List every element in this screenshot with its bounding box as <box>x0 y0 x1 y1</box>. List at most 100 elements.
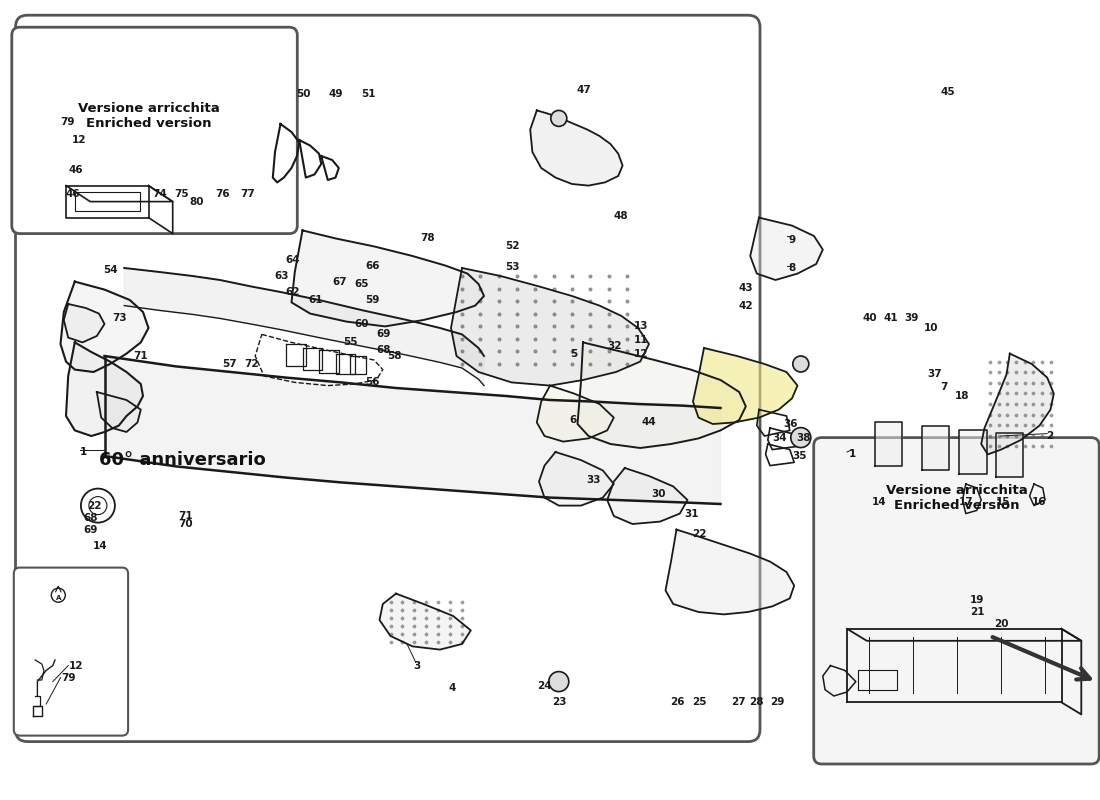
Text: 55: 55 <box>343 337 358 346</box>
Text: 17: 17 <box>959 498 974 507</box>
Text: 49: 49 <box>329 90 343 99</box>
Polygon shape <box>66 342 143 436</box>
Text: 71: 71 <box>133 351 147 361</box>
Text: 71: 71 <box>178 511 192 521</box>
Text: 60° anniversario: 60° anniversario <box>99 451 266 469</box>
Text: 13: 13 <box>634 322 648 331</box>
Text: 64: 64 <box>285 255 299 265</box>
Text: 43: 43 <box>738 283 752 293</box>
Text: 22: 22 <box>692 530 706 539</box>
Text: 27: 27 <box>732 698 746 707</box>
Polygon shape <box>64 304 104 342</box>
Text: 77: 77 <box>240 189 254 198</box>
Polygon shape <box>874 422 902 466</box>
Text: 20: 20 <box>994 619 1009 629</box>
Text: A: A <box>56 594 60 601</box>
Polygon shape <box>922 426 949 470</box>
Text: 54: 54 <box>103 265 118 274</box>
Polygon shape <box>539 452 614 506</box>
Polygon shape <box>607 468 688 524</box>
Text: 70: 70 <box>178 519 192 529</box>
Text: 62: 62 <box>285 287 299 297</box>
Polygon shape <box>666 530 794 614</box>
Text: 23: 23 <box>552 698 567 707</box>
Text: 8: 8 <box>789 263 796 273</box>
Circle shape <box>793 356 808 372</box>
Text: 22: 22 <box>87 502 101 511</box>
Text: 29: 29 <box>770 698 784 707</box>
Text: 51: 51 <box>361 90 375 99</box>
Text: 25: 25 <box>692 698 706 707</box>
Text: 7: 7 <box>940 382 948 392</box>
Polygon shape <box>60 282 148 372</box>
Text: 69: 69 <box>84 526 98 535</box>
Circle shape <box>52 588 65 602</box>
Text: 6: 6 <box>570 415 578 425</box>
Text: 38: 38 <box>796 434 811 443</box>
Polygon shape <box>959 430 987 474</box>
Text: 44: 44 <box>641 418 656 427</box>
Text: 66: 66 <box>365 261 380 270</box>
Text: 58: 58 <box>387 351 402 361</box>
Text: 46: 46 <box>66 189 80 198</box>
Circle shape <box>551 110 566 126</box>
Text: la passion for life: la passion for life <box>129 325 707 603</box>
Text: 24: 24 <box>537 682 551 691</box>
Text: 61: 61 <box>308 295 322 305</box>
Text: 46: 46 <box>68 165 82 174</box>
Polygon shape <box>292 230 484 326</box>
Text: 63: 63 <box>274 271 288 281</box>
Text: 19: 19 <box>970 595 985 605</box>
Polygon shape <box>97 392 141 432</box>
Text: 5: 5 <box>570 349 578 358</box>
Text: 50: 50 <box>296 90 310 99</box>
Text: 12: 12 <box>69 661 84 670</box>
Text: 72: 72 <box>244 359 258 369</box>
Text: 35: 35 <box>792 451 806 461</box>
Text: 1: 1 <box>80 447 88 457</box>
Polygon shape <box>693 348 798 424</box>
Text: 60: 60 <box>354 319 368 329</box>
Text: 48: 48 <box>614 211 628 221</box>
Circle shape <box>549 672 569 691</box>
Text: 4: 4 <box>449 683 456 693</box>
Text: 2: 2 <box>1046 431 1054 441</box>
Polygon shape <box>451 268 649 386</box>
Text: 57: 57 <box>222 359 236 369</box>
Text: 14: 14 <box>872 498 887 507</box>
Text: 65: 65 <box>354 279 368 289</box>
Text: 79: 79 <box>62 673 76 682</box>
Polygon shape <box>379 594 471 650</box>
Text: 68: 68 <box>376 345 390 354</box>
Text: 1: 1 <box>849 450 857 459</box>
Text: 11: 11 <box>634 335 648 345</box>
Text: 78: 78 <box>420 234 434 243</box>
Text: 75: 75 <box>174 189 188 198</box>
FancyBboxPatch shape <box>15 15 760 742</box>
Text: 18: 18 <box>955 391 969 401</box>
Text: 79: 79 <box>60 117 75 126</box>
Text: 53: 53 <box>505 262 519 272</box>
Text: 40: 40 <box>862 314 877 323</box>
Polygon shape <box>104 356 721 504</box>
Polygon shape <box>578 342 746 448</box>
Text: 9: 9 <box>789 235 795 245</box>
Text: 15: 15 <box>996 498 1010 507</box>
Text: 80: 80 <box>189 197 204 206</box>
Text: 56: 56 <box>365 378 380 387</box>
Text: 10: 10 <box>924 323 938 333</box>
Text: 34: 34 <box>772 434 786 443</box>
Text: 59: 59 <box>365 295 380 305</box>
Text: 32: 32 <box>607 341 621 350</box>
Text: 12: 12 <box>634 349 648 358</box>
Text: 30: 30 <box>651 490 666 499</box>
Text: 42: 42 <box>738 301 752 310</box>
Text: 74: 74 <box>152 189 166 198</box>
Text: 45: 45 <box>940 87 955 97</box>
Text: 36: 36 <box>783 419 798 429</box>
Polygon shape <box>124 268 484 386</box>
Text: 69: 69 <box>376 330 390 339</box>
Text: 39: 39 <box>904 314 918 323</box>
Text: 21: 21 <box>970 607 985 617</box>
Text: 12: 12 <box>72 135 86 145</box>
